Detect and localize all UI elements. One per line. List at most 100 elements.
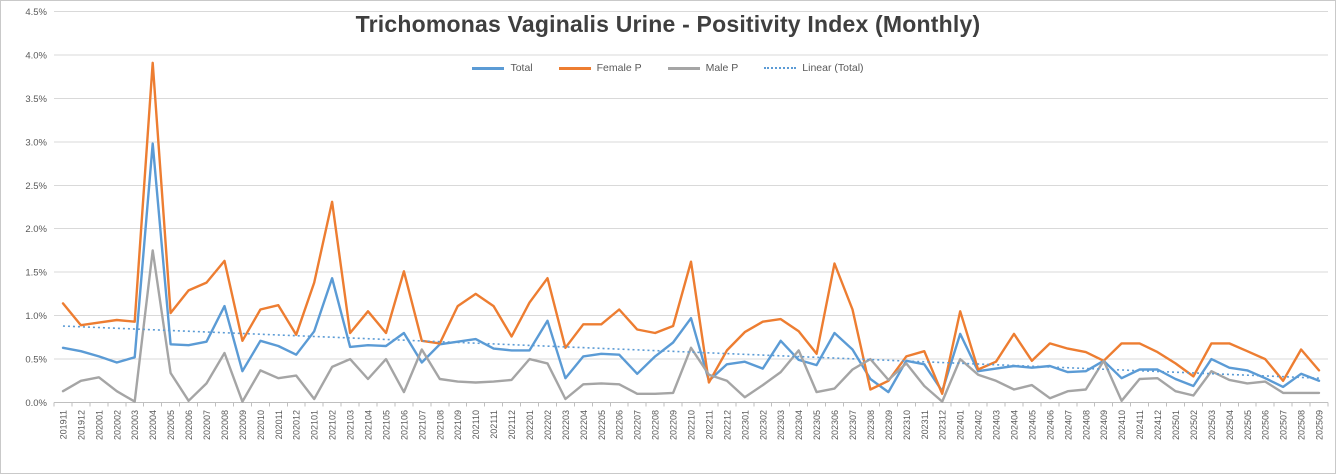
y-tick-label: 0.0% [25,398,47,409]
x-tick-label: 202402 [974,410,984,440]
x-tick-label: 202312 [938,410,948,440]
x-tick-label: 202306 [830,410,840,440]
x-tick-label: 202008 [220,410,230,440]
x-tick-label: 202010 [256,410,266,440]
x-tick-label: 202303 [776,410,786,440]
series-line-male-p [61,249,1321,403]
x-tick-label: 202002 [112,410,122,440]
y-tick-label: 4.0% [25,50,47,61]
y-tick-label: 2.0% [25,224,47,235]
x-tick-label: 202211 [704,410,714,439]
x-tick-label: 202011 [274,410,284,439]
legend: Total Female P Male P Linear (Total) [1,62,1335,74]
x-tick-label: 202112 [507,410,517,439]
legend-line-swatch [558,66,591,70]
x-tick-label: 202310 [902,410,912,440]
x-tick-label: 202103 [346,410,356,440]
legend-line-swatch [667,66,700,70]
x-tick-label: 202506 [1261,410,1271,440]
x-tick-label: 202102 [328,410,338,440]
y-tick-label: 0.5% [25,355,47,366]
legend-item-male-p[interactable]: Male P [667,62,739,74]
x-tick-label: 202308 [866,410,876,440]
y-tick-label: 2.5% [25,181,47,192]
legend-line-swatch [472,66,505,70]
x-tick-label: 202401 [956,410,966,440]
y-tick-label: 3.5% [25,94,47,105]
x-tick-label: 202204 [579,410,589,440]
x-tick-label: 202502 [1189,410,1199,440]
x-tick-label: 202304 [794,410,804,440]
x-tick-label: 202210 [687,410,697,440]
x-tick-label: 202212 [722,410,732,440]
chart-title: Trichomonas Vaginalis Urine - Positivity… [355,11,981,37]
x-tick-label: 202106 [399,410,409,440]
x-tick-label: 202101 [310,410,320,440]
x-tick-label: 202305 [812,410,822,440]
x-tick-label: 202508 [1297,410,1307,440]
x-tick-label: 202009 [238,410,248,440]
x-tick-label: 202206 [615,410,625,440]
x-tick-label: 202412 [1153,410,1163,440]
x-tick-label: 202311 [920,410,930,439]
x-tick-label: 202205 [597,410,607,440]
x-tick-label: 202209 [669,410,679,440]
x-tick-label: 202202 [543,410,553,440]
x-tick-label: 202110 [471,410,481,439]
x-tick-label: 202503 [1207,410,1217,440]
y-tick-label: 3.0% [25,137,47,148]
series-line-total [61,142,1321,394]
x-tick-label: 202410 [1117,410,1127,440]
x-tick-label: 202301 [740,410,750,440]
x-tick-label: 202405 [1027,410,1037,440]
x-tick-label: 202407 [1063,410,1073,440]
x-tick-label: 202104 [364,410,374,440]
x-tick-label: 202201 [525,410,535,440]
x-tick-label: 202107 [417,410,427,440]
x-tick-label: 202307 [848,410,858,440]
x-tick-label: 202105 [381,410,391,440]
y-tick-label: 4.5% [25,7,47,18]
y-tick-label: 1.0% [25,311,47,322]
x-tick-label: 202003 [130,410,140,440]
x-tick-label: 202012 [292,410,302,440]
x-tick-label: 202208 [651,410,661,440]
x-tick-label: 201912 [76,410,86,440]
x-tick-label: 202005 [166,410,176,440]
x-tick-label: 202404 [1009,410,1019,440]
series-line-female-p [61,61,1321,395]
legend-item-total[interactable]: Total [472,62,533,74]
legend-label: Total [510,62,533,74]
x-tick-label: 202408 [1081,410,1091,440]
legend-label: Male P [705,62,739,74]
x-tick-label: 202111 [489,410,499,439]
y-tick-label: 1.5% [25,268,47,279]
x-tick-label: 202507 [1279,410,1289,440]
x-tick-label: 202109 [453,410,463,440]
x-tick-label: 202411 [1135,410,1145,439]
legend-item-linear-total-[interactable]: Linear (Total) [764,62,864,74]
x-tick-label: 202309 [884,410,894,440]
x-tick-label: 202006 [184,410,194,440]
x-tick-label: 202207 [633,410,643,440]
x-tick-label: 202504 [1225,410,1235,440]
legend-line-swatch [764,67,797,69]
legend-label: Linear (Total) [802,62,864,74]
x-tick-label: 201911 [58,410,68,439]
x-tick-label: 202108 [435,410,445,440]
x-tick-label: 202001 [94,410,104,440]
trendline-linear-total [62,325,1320,379]
legend-item-female-p[interactable]: Female P [558,62,642,74]
x-tick-label: 202007 [202,410,212,440]
x-tick-label: 202505 [1243,410,1253,440]
x-tick-label: 202403 [992,410,1002,440]
x-tick-label: 202501 [1171,410,1181,440]
x-tick-label: 202302 [758,410,768,440]
x-tick-label: 202409 [1099,410,1109,440]
x-tick-label: 202509 [1315,410,1325,440]
x-tick-label: 202004 [148,410,158,440]
legend-label: Female P [596,62,642,74]
x-tick-label: 202406 [1045,410,1055,440]
